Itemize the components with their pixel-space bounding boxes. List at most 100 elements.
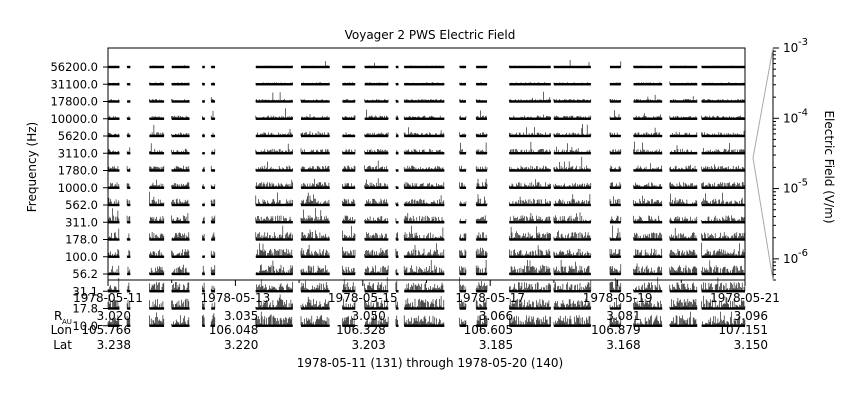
data-segment xyxy=(255,65,293,69)
row-label-lon: Lon xyxy=(51,323,72,337)
data-segment xyxy=(669,169,698,172)
data-segment xyxy=(701,307,745,310)
data-segment xyxy=(459,169,466,172)
data-segment xyxy=(701,100,745,103)
y2-tick-exponent: -3 xyxy=(798,37,808,48)
y-tick-label: 311.0 xyxy=(65,215,98,229)
data-segment xyxy=(171,290,190,293)
data-segment xyxy=(127,186,131,189)
data-segment xyxy=(364,65,389,69)
data-segment xyxy=(149,83,165,86)
data-segment xyxy=(171,169,190,172)
data-segment xyxy=(476,324,488,327)
data-segment xyxy=(404,272,445,276)
data-segment xyxy=(404,221,445,224)
lat-value: 3.168 xyxy=(606,338,640,352)
data-segment xyxy=(609,255,621,258)
data-segment xyxy=(509,324,551,327)
series-line xyxy=(107,260,746,275)
data-segment xyxy=(509,152,551,155)
data-segment xyxy=(255,117,293,120)
x-tick-label: 1978-05-13 xyxy=(201,291,271,305)
data-segment xyxy=(509,100,551,103)
data-segment xyxy=(301,100,330,103)
data-segment xyxy=(395,117,399,120)
lon-value: 106.048 xyxy=(209,323,259,337)
data-segment xyxy=(127,238,131,241)
data-segment xyxy=(509,186,551,189)
data-segment xyxy=(108,324,120,327)
data-segment xyxy=(127,272,131,276)
data-segment xyxy=(108,238,120,241)
data-segment xyxy=(476,100,488,103)
data-segment xyxy=(364,307,389,310)
data-segment xyxy=(395,83,399,86)
data-segment xyxy=(404,100,445,103)
data-segment xyxy=(404,152,445,155)
data-segment xyxy=(609,221,621,224)
y2-tick-label: 10 xyxy=(783,252,798,266)
data-segment xyxy=(211,238,216,241)
x-tick-label: 1978-05-11 xyxy=(73,291,143,305)
y2-tick-exponent: -5 xyxy=(798,178,808,189)
data-segment xyxy=(553,221,591,224)
data-segment xyxy=(553,290,591,293)
data-segment xyxy=(211,307,216,310)
data-segment xyxy=(127,221,131,224)
data-segment xyxy=(202,307,205,310)
data-segment xyxy=(211,290,216,293)
y-tick-label: 31.1 xyxy=(72,284,98,298)
data-segment xyxy=(459,255,466,258)
data-segment xyxy=(149,152,165,155)
data-segment xyxy=(633,290,663,293)
plot-area: 56200.0 31100.0 17800.0 10000.0 5620.0 3110.0… xyxy=(50,37,808,352)
data-segment xyxy=(553,203,591,207)
data-segment xyxy=(669,83,698,86)
data-segment xyxy=(255,221,293,224)
data-segment xyxy=(171,83,190,86)
data-segment xyxy=(149,290,165,293)
data-segment xyxy=(553,255,591,258)
y-tick-label: 178.0 xyxy=(65,233,98,247)
data-segment xyxy=(364,152,389,155)
data-segment xyxy=(171,134,190,138)
data-segment xyxy=(476,169,488,172)
series-line xyxy=(107,178,746,189)
data-segment xyxy=(609,83,621,86)
data-segment xyxy=(509,83,551,86)
data-segment xyxy=(149,221,165,224)
data-segment xyxy=(476,117,488,120)
data-segment xyxy=(202,238,205,241)
data-segment xyxy=(701,238,745,241)
data-segment xyxy=(108,169,120,172)
row-label-lat: Lat xyxy=(53,338,72,352)
y-tick-label: 5620.0 xyxy=(58,129,98,143)
data-segment xyxy=(404,238,445,241)
data-segment xyxy=(301,134,330,138)
data-segment xyxy=(395,134,399,138)
data-segment xyxy=(404,203,445,207)
data-segment xyxy=(342,307,356,310)
lat-value: 3.185 xyxy=(479,338,513,352)
data-segment xyxy=(701,221,745,224)
data-segment xyxy=(364,221,389,224)
data-segment xyxy=(395,65,399,69)
data-segment xyxy=(701,65,745,69)
data-segment xyxy=(171,221,190,224)
data-segment xyxy=(459,203,466,207)
data-segment xyxy=(301,65,330,69)
y2-tick-exponent: -6 xyxy=(798,248,808,259)
data-segment xyxy=(202,83,205,86)
data-segment xyxy=(476,65,488,69)
data-segment xyxy=(301,152,330,155)
data-segment xyxy=(553,238,591,241)
data-segment xyxy=(633,238,663,241)
data-segment xyxy=(202,255,205,258)
data-segment xyxy=(149,65,165,69)
data-segment xyxy=(404,324,445,327)
data-segment xyxy=(127,134,131,138)
data-segment xyxy=(171,272,190,276)
data-segment xyxy=(211,221,216,224)
data-segment xyxy=(255,307,293,310)
